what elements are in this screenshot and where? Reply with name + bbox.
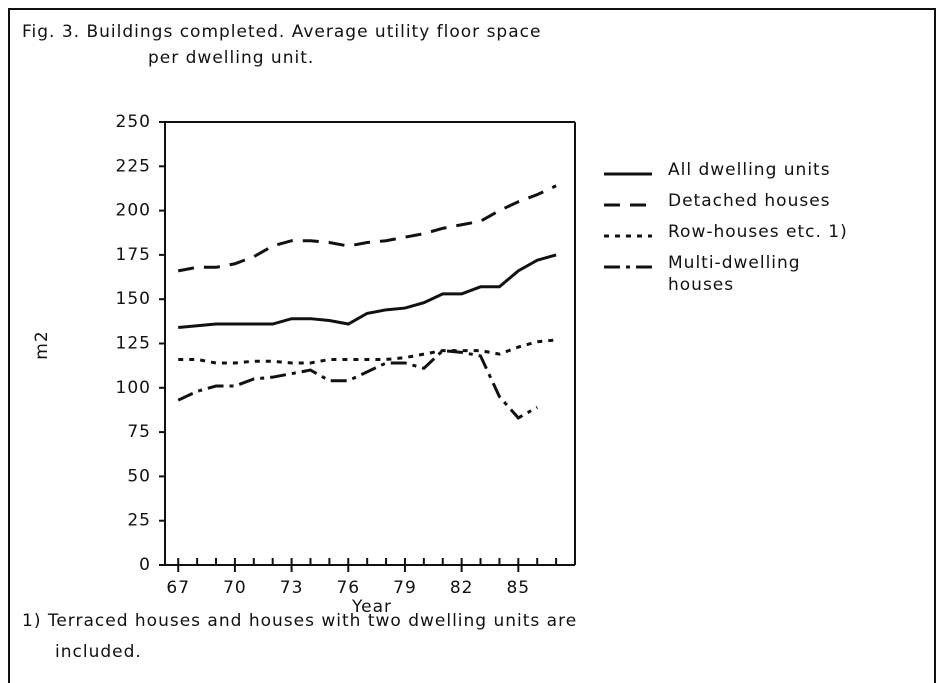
series-line xyxy=(178,253,557,330)
legend-label: Multi-dwelling xyxy=(668,253,801,273)
y-tick-label: 225 xyxy=(116,156,151,176)
footnote: 1) Terraced houses and houses with two d… xyxy=(22,611,577,631)
chart-title: Fig. 3. Buildings completed. Average uti… xyxy=(22,22,541,42)
y-tick-label: 0 xyxy=(139,555,151,575)
y-axis-label: m2 xyxy=(32,330,52,359)
x-tick-label: 70 xyxy=(223,578,247,598)
x-tick-label: 67 xyxy=(166,578,190,598)
x-tick-label: 85 xyxy=(506,578,530,598)
x-tick-label: 82 xyxy=(450,578,474,598)
y-tick-label: 150 xyxy=(116,289,151,309)
legend-label: Detached houses xyxy=(668,191,831,211)
legend-label: houses xyxy=(668,275,734,295)
footnote: included. xyxy=(55,642,142,662)
y-tick-label: 100 xyxy=(116,378,151,398)
y-tick-label: 200 xyxy=(116,201,151,221)
y-tick-label: 75 xyxy=(127,422,151,442)
y-tick-label: 125 xyxy=(116,334,151,354)
y-tick-label: 50 xyxy=(127,466,151,486)
x-tick-label: 79 xyxy=(393,578,417,598)
legend-label: Row-houses etc. 1) xyxy=(668,222,848,242)
y-tick-label: 25 xyxy=(127,511,151,531)
x-tick-label: 76 xyxy=(336,578,360,598)
chart-title: per dwelling unit. xyxy=(148,48,314,68)
frame xyxy=(8,8,936,683)
x-tick-label: 73 xyxy=(280,578,304,598)
series-line xyxy=(178,338,557,365)
legend-label: All dwelling units xyxy=(668,160,831,180)
x-axis-label: Year xyxy=(351,597,392,617)
y-tick-label: 250 xyxy=(116,112,151,132)
series-line xyxy=(177,184,557,273)
y-tick-label: 175 xyxy=(116,245,151,265)
